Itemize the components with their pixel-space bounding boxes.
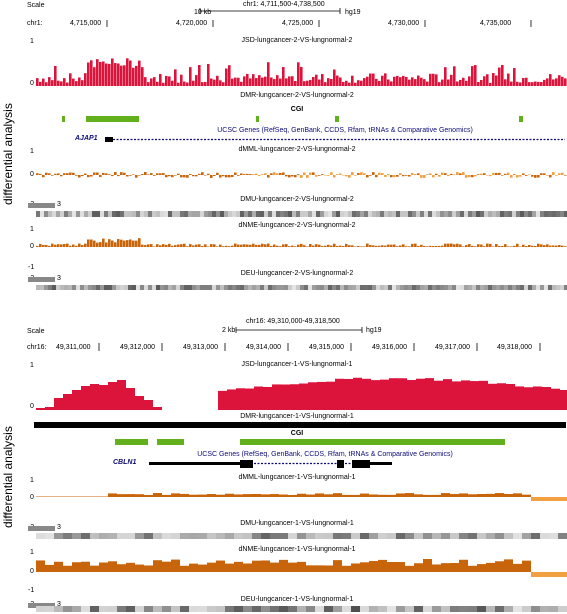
tick-label: 4,715,000: [70, 20, 102, 27]
range-label: chr1: 4,711,500-4,738,500: [243, 1, 325, 8]
tick-label: 4,720,000: [176, 20, 208, 27]
tick-label: 49,314,000: [246, 344, 282, 351]
scale-label: Scale: [27, 2, 45, 9]
gene-model-2: [149, 460, 392, 468]
tick-label: 49,313,000: [183, 344, 219, 351]
tick-label: 49,316,000: [372, 344, 408, 351]
jsd-signal-1: [36, 58, 567, 86]
jsd-track-title: JSD-lungcancer-2-VS-lungnormal-2: [241, 37, 353, 44]
tick-label: 49,312,000: [120, 344, 156, 351]
chrom-label: chr16:: [27, 344, 47, 351]
axis-one-label: 1: [30, 38, 34, 45]
genes-track-title: UCSC Genes (RefSeq, GenBank, CCDS, Rfam,…: [197, 451, 453, 458]
dnme-signal-2: [36, 559, 567, 577]
axis-three-label: 3: [57, 601, 61, 608]
axis-three-label: 3: [57, 275, 61, 282]
panel-1-tracks: [28, 8, 567, 290]
axis-one-label: 1: [30, 148, 34, 155]
tick-label: 49,317,000: [435, 344, 471, 351]
dmr-track-title: DMR-lungcancer-1-VS-lungnormal-1: [240, 413, 354, 420]
tick-label: 49,315,000: [309, 344, 345, 351]
scale-bar-label: 2 kb: [222, 327, 236, 334]
axis-neg-one-label: -1: [28, 264, 35, 271]
range-label: chr16: 49,310,000-49,318,500: [246, 318, 340, 325]
chrom-label: chr1:: [27, 20, 43, 27]
gene-name: AJAP1: [75, 135, 98, 142]
side-label: differential analysis: [1, 103, 15, 205]
dmu-track-title: DMU-lungcancer-2-VS-lungnormal-2: [240, 196, 354, 203]
axis-zero-label: 0: [30, 80, 34, 87]
jsd-signal-2: [36, 377, 567, 410]
axis-zero-label: 0: [30, 568, 34, 575]
cgi-blocks-1: [62, 116, 523, 122]
axis-one-label: 1: [30, 226, 34, 233]
dmml-track-title: dMML-lungcancer-2-VS-lungnormal-2: [238, 146, 356, 153]
dmr-track-title: DMR-lungcancer-2-VS-lungnormal-2: [240, 92, 354, 99]
dmu-heatmap-2: [36, 533, 567, 539]
axis-zero-label: 0: [30, 403, 34, 410]
cgi-track-title: CGI: [290, 106, 304, 113]
assembly-label: hg19: [366, 327, 382, 334]
cgi-track-title: CGI: [290, 430, 304, 437]
deu-heatmap-2: [36, 606, 567, 612]
axis-zero-label: 0: [30, 171, 34, 178]
scale-label: Scale: [27, 328, 45, 335]
deu-heatmap-1: [36, 285, 567, 290]
tick-label: 4,730,000: [388, 20, 420, 27]
dmml-signal-1: [36, 172, 567, 178]
dnme-signal-1: [36, 238, 567, 247]
tick-label: 4,735,000: [480, 20, 512, 27]
tick-label: 49,318,000: [497, 344, 533, 351]
tick-label: 4,725,000: [282, 20, 314, 27]
panel-2-tracks: [28, 327, 567, 612]
genes-track-title: UCSC Genes (RefSeq, GenBank, CCDS, Rfam,…: [217, 127, 473, 134]
side-label: differential analysis: [1, 426, 15, 528]
dmr-region-2: [34, 422, 566, 428]
dnme-track-title: dNME-lungcancer-2-VS-lungnormal-2: [238, 222, 356, 229]
axis-one-label: 1: [30, 477, 34, 484]
axis-one-label: 1: [30, 549, 34, 556]
axis-three-label: 3: [57, 524, 61, 531]
cgi-blocks-2: [115, 439, 505, 445]
deu-track-title: DEU-lungcancer-2-VS-lungnormal-2: [240, 270, 354, 277]
dmml-signal-2: [36, 493, 567, 501]
dmu-track-title: DMU-lungcancer-1-VS-lungnormal-1: [240, 520, 354, 527]
axis-one-label: 1: [30, 362, 34, 369]
dnme-track-title: dNME-lungcancer-1-VS-lungnormal-1: [238, 546, 356, 553]
dmml-track-title: dMML-lungcancer-1-VS-lungnormal-1: [238, 474, 356, 481]
axis-zero-label: 0: [30, 243, 34, 250]
axis-zero-label: 0: [30, 494, 34, 501]
axis-neg-one-label: -1: [28, 587, 35, 594]
assembly-label: hg19: [345, 9, 361, 16]
dmu-heatmap-1: [36, 211, 567, 217]
deu-track-title: DEU-lungcancer-1-VS-lungnormal-1: [240, 596, 354, 603]
jsd-track-title: JSD-lungcancer-1-VS-lungnormal-1: [241, 361, 353, 368]
gene-name: CBLN1: [113, 459, 137, 466]
axis-three-label: 3: [57, 201, 61, 208]
scale-bar-label: 10 kb: [194, 9, 212, 16]
tick-label: 49,311,000: [56, 344, 91, 351]
